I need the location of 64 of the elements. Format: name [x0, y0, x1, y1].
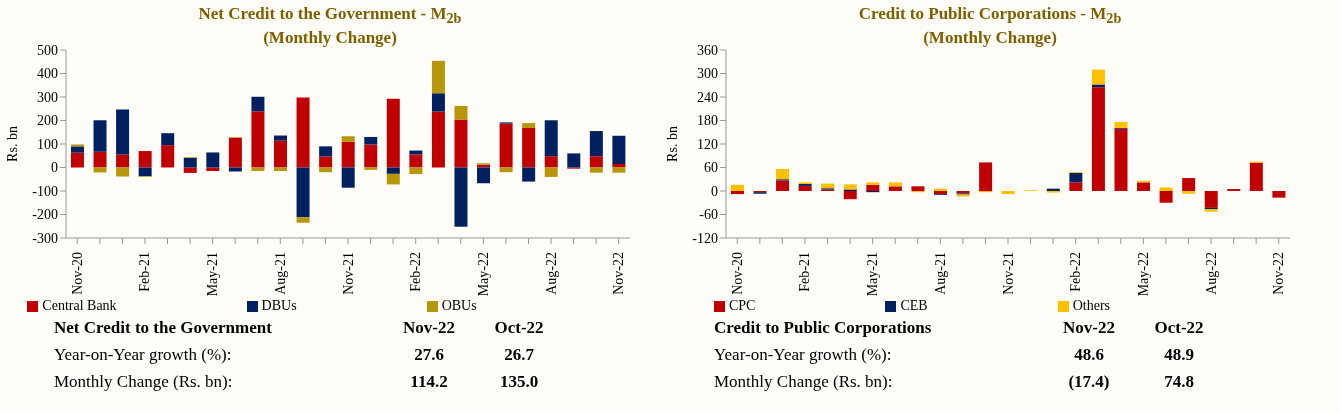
chart-title: Credit to Public Corporations - M$_{2b}$ (Monthly Change): [858, 4, 1122, 48]
text: Credit to Public Corporations: [714, 317, 933, 338]
y-tick-label: 400: [37, 66, 58, 82]
x-tick-label: May-22: [475, 252, 491, 297]
legend-label: CPC: [728, 298, 756, 313]
y-tick-label: 500: [37, 42, 58, 58]
y-tick-label: -120: [692, 230, 718, 246]
y-tick-label: 0: [51, 160, 58, 176]
text: Monthly Change (Rs. bn):: [54, 371, 234, 392]
legend-label: OBUs: [441, 298, 477, 313]
text: Nov-22: [1062, 317, 1116, 338]
text: 27.6: [413, 344, 445, 365]
text: Year-on-Year growth (%):: [714, 344, 893, 365]
x-tick-label: Nov-22: [611, 252, 627, 295]
legend-label: DBUs: [261, 298, 297, 313]
y-tick-label: 300: [37, 89, 58, 105]
text: Monthly Change (Rs. bn):: [714, 371, 894, 392]
text: 114.2: [409, 371, 449, 392]
x-tick-label: Aug-22: [1203, 252, 1219, 295]
text: Net Credit to the Government: [54, 317, 273, 338]
y-tick-label: 360: [697, 42, 718, 58]
x-tick-label: Feb-22: [408, 252, 424, 292]
text: Oct-22: [1153, 317, 1205, 338]
x-tick-label: Nov-21: [340, 252, 356, 295]
x-tick-label: May-22: [1135, 252, 1151, 297]
y-tick-label: -300: [32, 230, 58, 246]
text: 26.7: [503, 344, 535, 365]
x-tick-label: Nov-20: [69, 252, 85, 295]
y-tick-label: 120: [697, 136, 718, 152]
x-tick-label: Aug-21: [272, 252, 288, 295]
x-tick-label: Feb-22: [1068, 252, 1084, 292]
y-tick-label: 100: [37, 136, 58, 152]
y-tick-label: 200: [37, 113, 58, 129]
y-tick-label: 300: [697, 66, 718, 82]
y-tick-label: -200: [32, 207, 58, 223]
chart-title: Net Credit to the Government - M$_{2b}$ (Monthly Change): [198, 4, 462, 48]
text: 48.6: [1073, 344, 1105, 365]
legend-label: Others: [1072, 298, 1111, 313]
y-tick-label: 0: [711, 183, 718, 199]
x-tick-label: Nov-21: [1000, 252, 1016, 295]
text: 135.0: [498, 371, 540, 392]
y-tick-label: 180: [697, 113, 718, 129]
y-tick-label: -100: [32, 183, 58, 199]
text: Nov-22: [402, 317, 456, 338]
x-tick-label: May-21: [865, 252, 881, 297]
text: Year-on-Year growth (%):: [54, 344, 233, 365]
legend-label: Central Bank: [42, 298, 117, 313]
x-tick-label: Aug-22: [543, 252, 559, 295]
x-tick-label: Feb-21: [797, 252, 813, 292]
y-tick-label: 60: [704, 160, 718, 176]
y-tick-label: 240: [697, 89, 718, 105]
x-tick-label: Feb-21: [137, 252, 153, 292]
y-axis-title: Rs. bn: [4, 126, 20, 162]
x-tick-label: Aug-21: [932, 252, 948, 295]
text: 48.9: [1163, 344, 1195, 365]
legend-label: CEB: [900, 298, 928, 313]
y-axis-title: Rs. bn: [664, 126, 680, 162]
text: (17.4): [1067, 371, 1111, 392]
text: 74.8: [1163, 371, 1195, 392]
x-tick-label: May-21: [205, 252, 221, 297]
y-tick-label: -60: [699, 207, 718, 223]
text: Oct-22: [493, 317, 545, 338]
x-tick-label: Nov-22: [1271, 252, 1287, 295]
x-tick-label: Nov-20: [729, 252, 745, 295]
